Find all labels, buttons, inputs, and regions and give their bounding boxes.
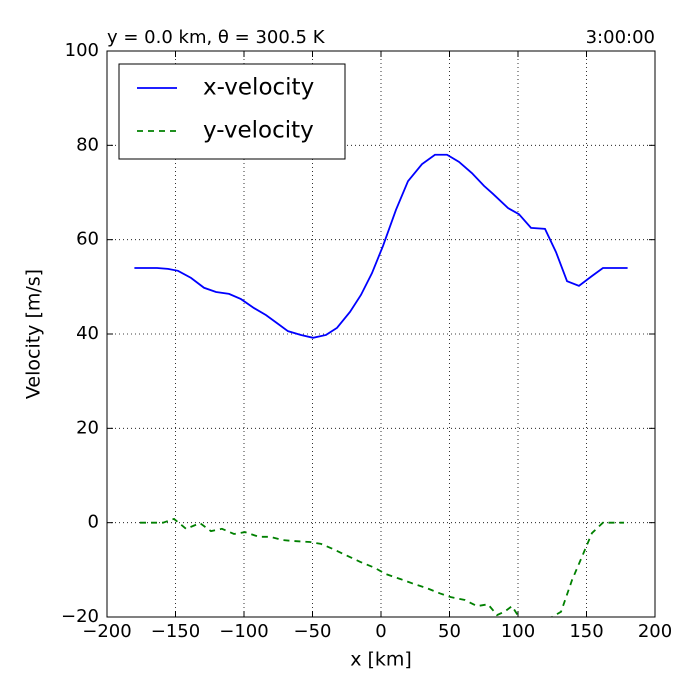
x-tick-label: 0 <box>375 621 386 642</box>
y-tick-label: 100 <box>65 40 99 61</box>
y-tick-label: 20 <box>76 417 99 438</box>
x-tick-label: −50 <box>294 621 332 642</box>
y-tick-label: 60 <box>76 229 99 250</box>
x-tick-label: 200 <box>638 621 672 642</box>
x-tick-label: 150 <box>569 621 603 642</box>
x-tick-label: −150 <box>151 621 200 642</box>
y-axis-label: Velocity [m/s] <box>23 269 45 399</box>
x-axis-label: x [km] <box>350 649 412 671</box>
x-tick-label: 50 <box>438 621 461 642</box>
legend-label: y-velocity <box>203 118 314 144</box>
plot-frame <box>106 50 656 618</box>
y-tick-label: 0 <box>88 512 99 533</box>
y-tick-label: 40 <box>76 323 99 344</box>
y-tick-label: −20 <box>61 606 99 627</box>
data-line <box>134 153 628 339</box>
title-right: 3:00:00 <box>586 27 655 48</box>
y-tick-label: 80 <box>76 134 99 155</box>
legend-box <box>118 63 346 160</box>
x-tick-label: 100 <box>501 621 535 642</box>
x-tick-label: −200 <box>82 621 131 642</box>
x-tick-label: −100 <box>219 621 268 642</box>
title-left: y = 0.0 km, θ = 300.5 K <box>107 27 326 48</box>
legend-label: x-velocity <box>203 75 314 101</box>
